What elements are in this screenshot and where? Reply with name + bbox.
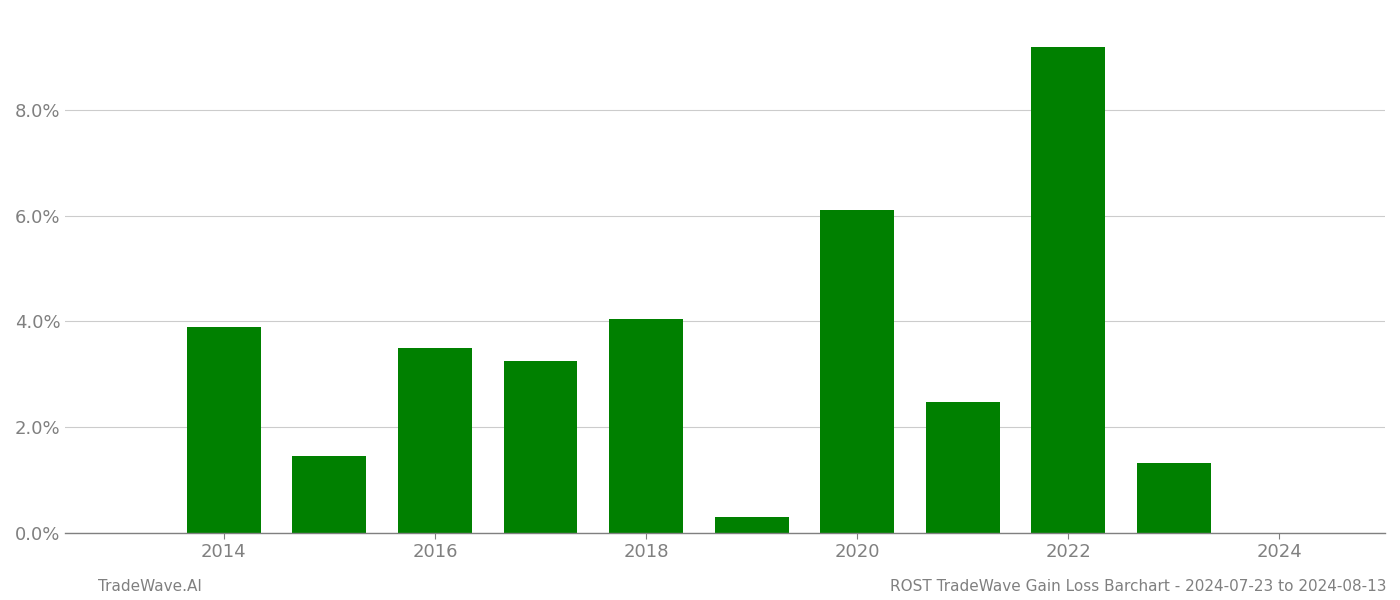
Text: ROST TradeWave Gain Loss Barchart - 2024-07-23 to 2024-08-13: ROST TradeWave Gain Loss Barchart - 2024… <box>889 579 1386 594</box>
Bar <box>609 319 683 533</box>
Bar <box>398 348 472 533</box>
Bar <box>925 401 1000 533</box>
Bar <box>186 326 260 533</box>
Bar <box>714 517 788 533</box>
Bar <box>820 211 895 533</box>
Bar <box>1032 47 1105 533</box>
Bar <box>1137 463 1211 533</box>
Bar <box>504 361 577 533</box>
Bar <box>293 456 367 533</box>
Text: TradeWave.AI: TradeWave.AI <box>98 579 202 594</box>
